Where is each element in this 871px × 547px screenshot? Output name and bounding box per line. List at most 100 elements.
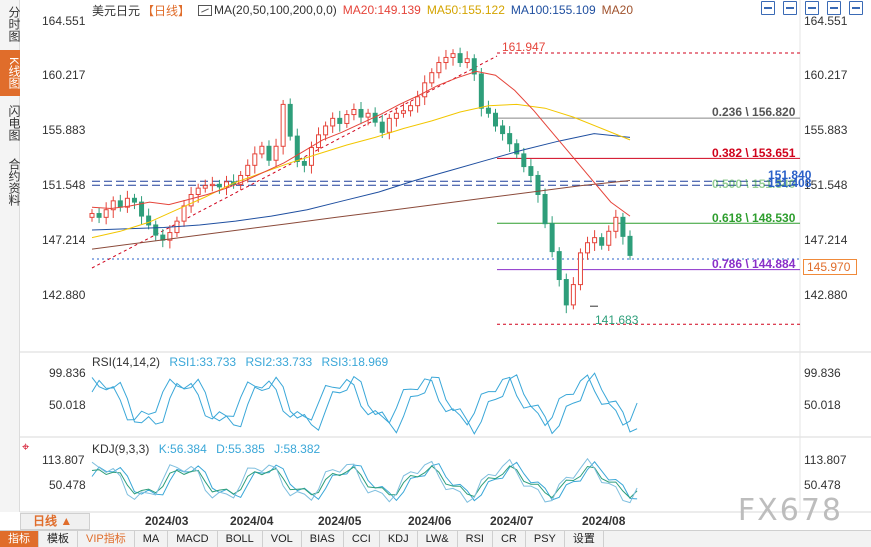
candle-body [259,145,265,155]
kdj-d-line [91,465,638,499]
candle-body [216,183,222,188]
tab-vip-indicators[interactable]: VIP指标 [78,531,135,547]
candle-body [457,53,463,64]
move-left-icon[interactable] [805,1,819,15]
tab-kdj[interactable]: KDJ [380,531,418,547]
tab-cr[interactable]: CR [493,531,526,547]
ma50-line [91,103,631,239]
candle-body [493,112,498,127]
candle-body [110,200,116,211]
rsi-axis-right-1: 50.018 [804,398,841,412]
ma-params[interactable]: MA(20,50,100,200,0,0) [214,3,337,17]
candle-body [379,121,385,133]
candle-body [521,153,527,168]
rsi1-value: RSI1:33.733 [169,355,237,369]
candle-body [96,213,102,218]
kdj-axis-right-1: 50.478 [804,478,841,492]
indicator-tabs: 指标 模板 VIP指标 MA MACD BOLL VOL BIAS CCI KD… [0,530,871,547]
candle-body [577,252,583,286]
candle-body [408,105,414,112]
ma20-line [91,70,631,217]
kdj-axis-left-1: 50.478 [49,478,86,492]
crosshair-icon[interactable]: ⌖ [22,439,30,454]
candle-body [301,161,307,166]
move-right-icon[interactable] [827,1,841,15]
candle-body [393,112,399,119]
x-label-0: 2024/03 [145,514,189,528]
period-selector[interactable]: 日线 ▲ [20,513,90,530]
price-axis-left-1: 160.217 [42,68,86,82]
x-label-1: 2024/04 [230,514,274,528]
ma100-line [91,133,631,231]
rsi-axis-left-0: 99.836 [49,366,86,380]
candle-body [500,125,506,135]
kdj-axis-right-0: 113.807 [804,453,847,467]
rsi-axis-right-0: 99.836 [804,366,841,380]
candle-body [146,215,152,226]
chart-toolbar [761,1,863,15]
tab-macd[interactable]: MACD [168,531,218,547]
tab-flash[interactable]: 闪电图 [7,105,21,141]
candle-body [514,143,520,155]
tab-ma[interactable]: MA [135,531,169,547]
tab-cci[interactable]: CCI [344,531,380,547]
kdj-k-value: K:56.384 [158,442,207,456]
kdj-axis-left-0: 113.807 [42,453,85,467]
watermark-logo: FX678 [737,493,843,528]
candle-body [570,284,576,306]
tab-boll[interactable]: BOLL [218,531,263,547]
candle-body [386,117,392,133]
zoom-in-icon[interactable] [783,1,797,15]
kdj-name: KDJ(9,3,3) [92,442,150,456]
tab-indicators[interactable]: 指标 [0,531,39,547]
price-axis-left-3: 151.548 [42,178,86,192]
candle-body [195,187,201,195]
candle-body [556,251,562,281]
tab-kline[interactable]: K线图 [0,50,21,96]
candle-body [528,166,534,176]
candle-body [337,117,343,124]
candle-body [358,108,364,118]
tab-vol[interactable]: VOL [263,531,302,547]
candle-body [485,107,491,114]
candle-body [89,213,95,218]
reset-icon[interactable] [849,1,863,15]
price-axis-right-2: 155.883 [804,123,848,137]
candle-body [464,58,470,64]
kdj-legend: KDJ(9,3,3) K:56.384 D:55.385 J:58.382 [92,442,326,456]
candle-body [280,103,286,147]
tab-lw[interactable]: LW& [418,531,458,547]
tab-templates[interactable]: 模板 [39,531,78,547]
candle-body [471,58,477,75]
tab-bias[interactable]: BIAS [302,531,344,547]
candle-body [478,73,484,109]
candle-body [627,235,633,256]
ma-settings-icon[interactable] [198,4,213,16]
rsi3-line [91,374,638,427]
ma50-value: MA50:155.122 [426,3,505,17]
tab-settings[interactable]: 设置 [565,531,604,547]
candle-body [181,205,187,222]
zoom-out-icon[interactable] [761,1,775,15]
kdj-j-value: J:58.382 [274,442,321,456]
tab-psy[interactable]: PSY [526,531,565,547]
tab-timeshare[interactable]: 分时图 [7,6,21,42]
x-label-4: 2024/07 [490,514,534,528]
main-legend: 美元日元 【日线】 MA(20,50,100,200,0,0) MA20:149… [92,3,639,18]
candle-body [443,56,449,64]
rsi-name: RSI(14,14,2) [92,355,161,369]
fib-0236-label: 0.236 \ 156.820 [712,105,796,119]
price-axis-right-1: 160.217 [804,68,848,82]
rsi-axis-left-1: 50.018 [49,398,86,412]
x-label-5: 2024/08 [582,514,626,528]
fib-ghost-label: 0.500 \ 151.840 [712,177,796,191]
candle-body [415,96,421,107]
tab-contract-info[interactable]: 合约资料 [7,158,21,206]
candle-body [549,223,555,253]
candle-body [117,200,123,208]
fib-0618-label: 0.618 \ 148.530 [712,211,796,225]
period-label[interactable]: 【日线】 [142,3,191,18]
tab-rsi[interactable]: RSI [458,531,493,547]
ma100-value: MA100:155.109 [510,3,596,17]
